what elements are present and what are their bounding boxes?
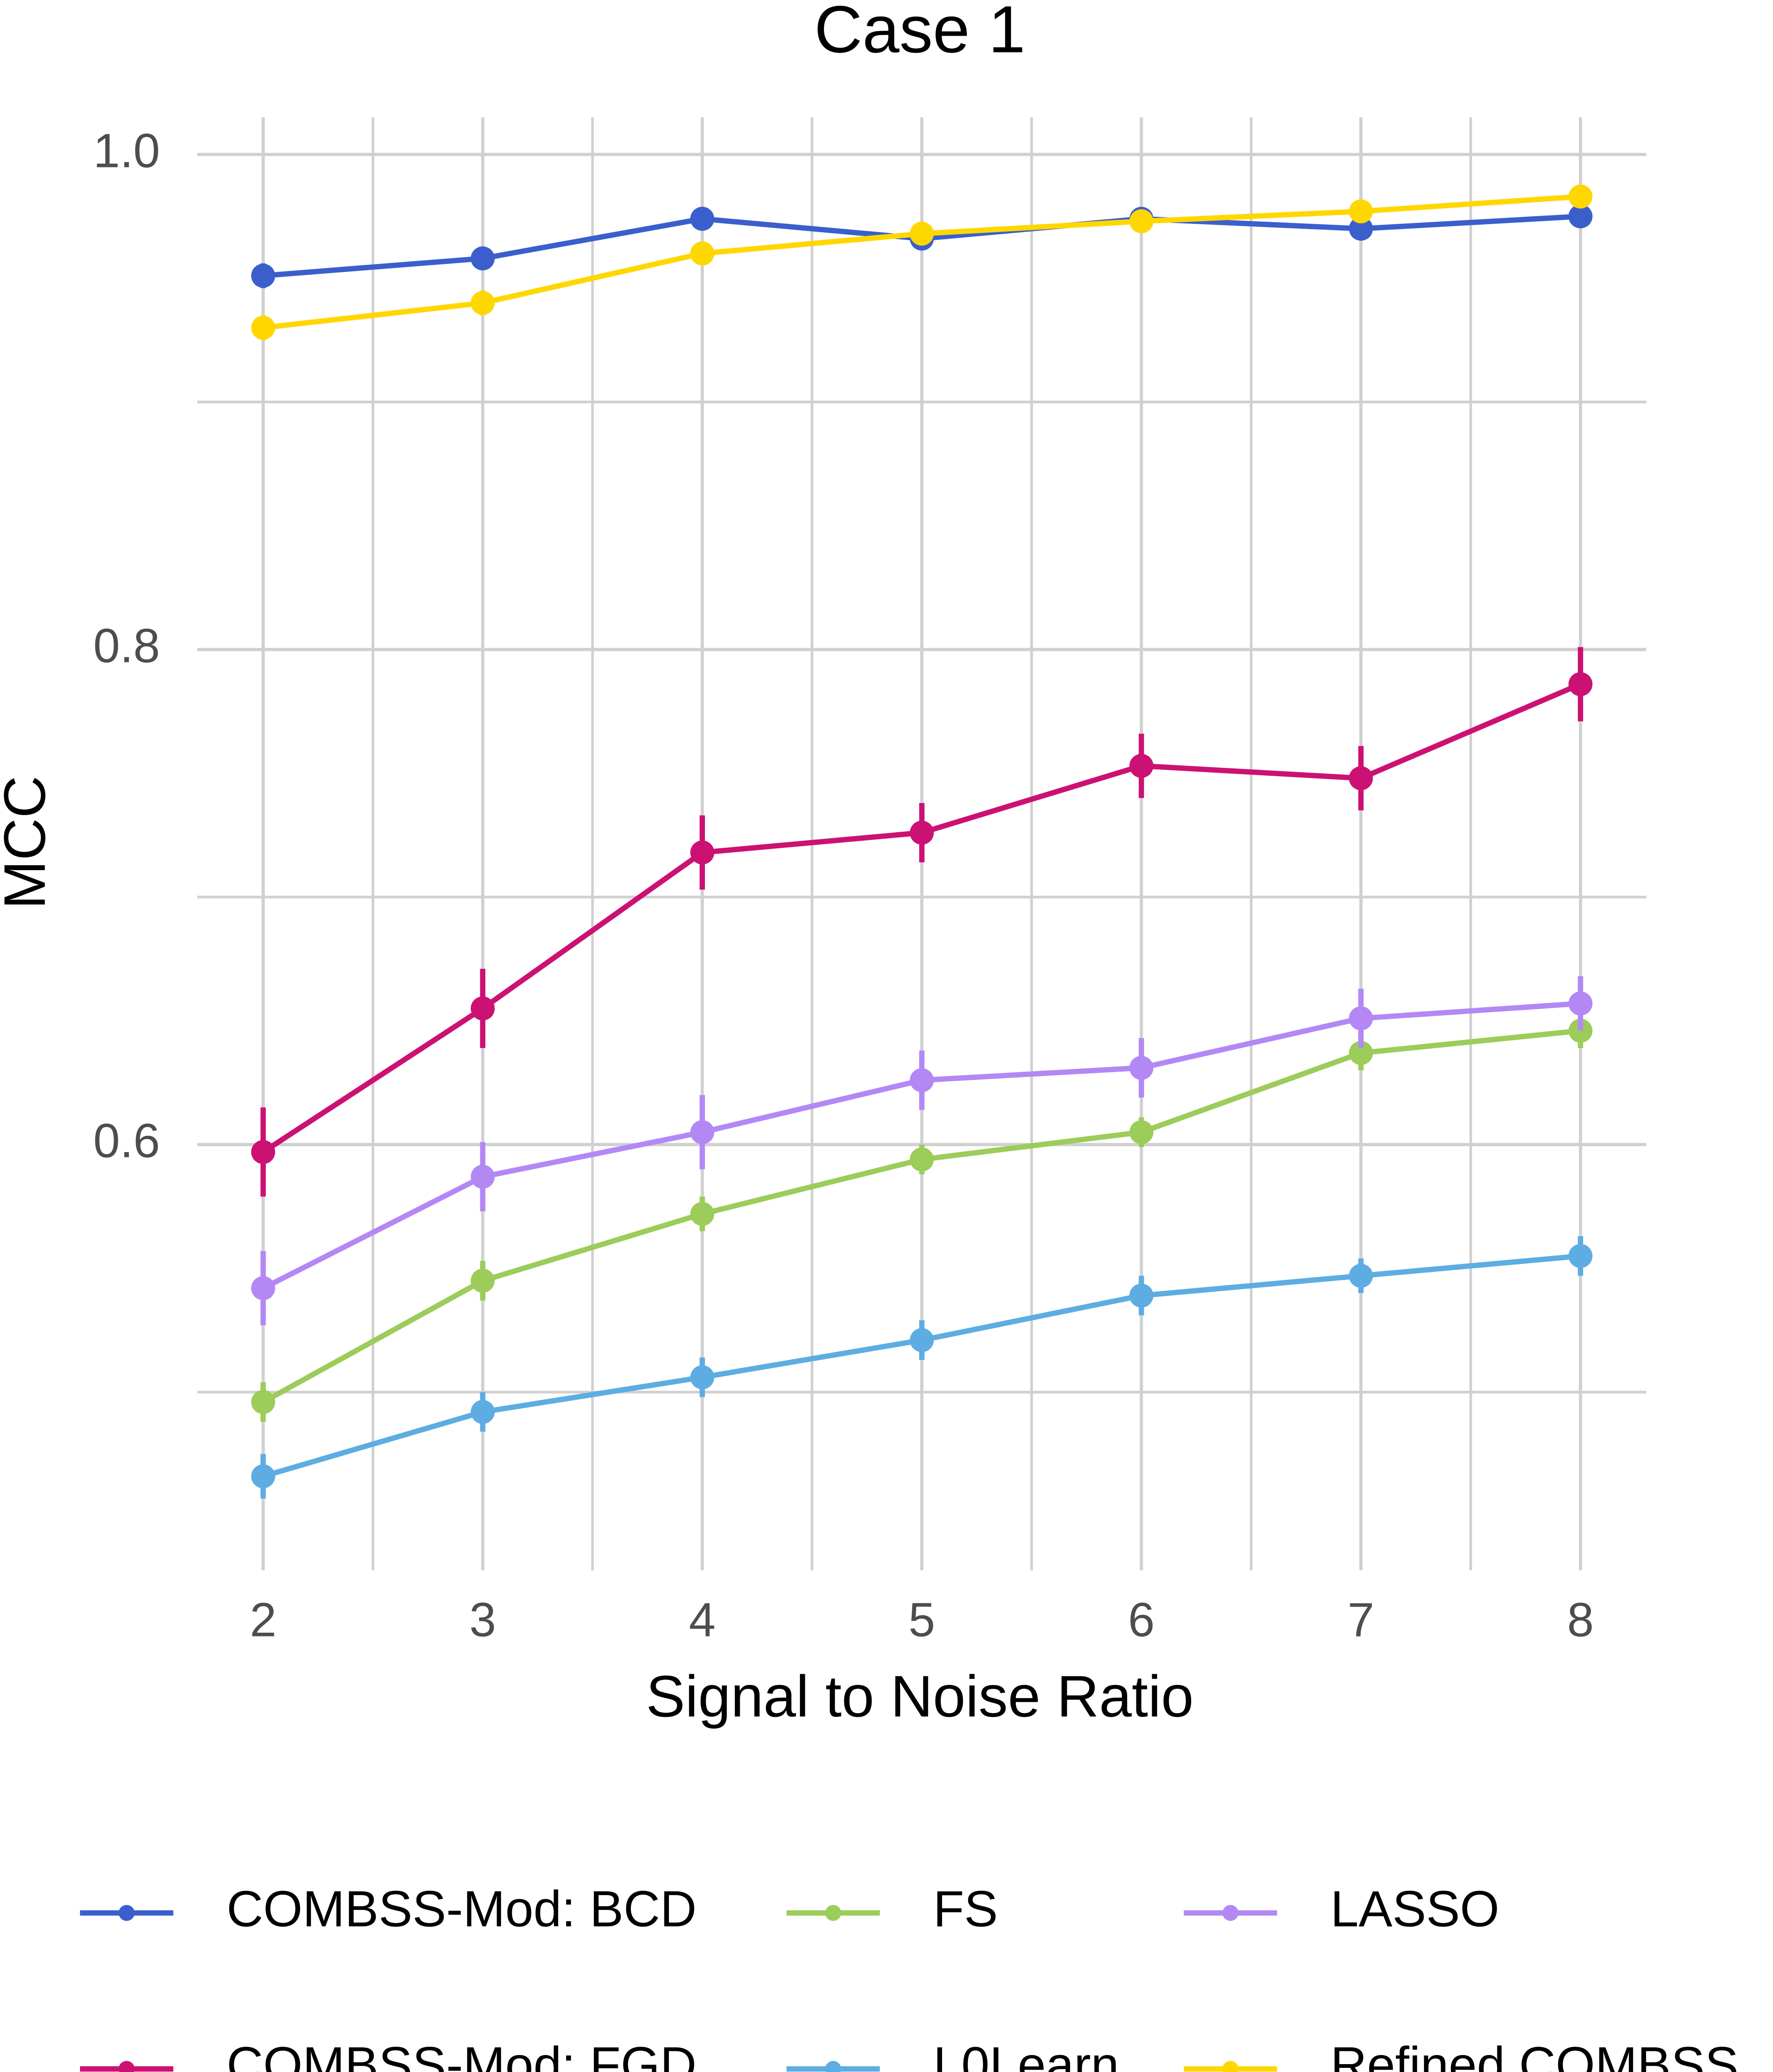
point — [910, 1068, 934, 1092]
point — [251, 264, 275, 288]
legend-label: L0Learn — [933, 2036, 1119, 2072]
x-tick-label: 8 — [1567, 1593, 1594, 1647]
point — [470, 1268, 495, 1293]
x-tick-label: 4 — [689, 1593, 715, 1647]
y-axis-title: MCC — [0, 776, 57, 909]
y-tick-label: 0.8 — [93, 619, 160, 673]
point — [1349, 1264, 1373, 1288]
point — [910, 821, 934, 845]
point — [1129, 1283, 1153, 1308]
point — [910, 221, 934, 246]
point — [1349, 766, 1373, 790]
point — [251, 1464, 275, 1489]
x-tick-label: 2 — [250, 1593, 276, 1647]
point — [690, 1202, 715, 1226]
point — [690, 207, 715, 231]
point — [1568, 1244, 1593, 1268]
x-tick-label: 6 — [1128, 1593, 1155, 1647]
point — [1568, 204, 1593, 228]
x-tick-label: 7 — [1348, 1593, 1374, 1647]
point — [1349, 1041, 1373, 1065]
point — [1129, 754, 1153, 778]
point — [1568, 991, 1593, 1016]
point — [251, 1390, 275, 1414]
point — [1129, 209, 1153, 233]
chart-title: Case 1 — [814, 0, 1026, 67]
point — [1349, 216, 1373, 241]
point — [251, 315, 275, 340]
legend-label: COMBSS-Mod: BCD — [227, 1880, 697, 1937]
point — [1349, 1006, 1373, 1031]
point — [470, 246, 495, 271]
y-tick-label: 1.0 — [93, 123, 160, 177]
legend-label: COMBSS-Mod: FGD — [227, 2036, 697, 2072]
legend-swatch-point — [1222, 1905, 1239, 1921]
y-tick-label: 0.6 — [93, 1114, 160, 1168]
point — [470, 1164, 495, 1189]
legend-label: Refined COMBSS — [1330, 2036, 1739, 2072]
point — [910, 1328, 934, 1352]
legend-label: FS — [933, 1880, 998, 1937]
point — [1568, 184, 1593, 209]
point — [1129, 1120, 1153, 1145]
point — [690, 1120, 715, 1145]
point — [470, 1400, 495, 1424]
point — [1568, 672, 1593, 696]
x-tick-label: 3 — [470, 1593, 496, 1647]
x-tick-label: 5 — [908, 1593, 935, 1647]
point — [690, 241, 715, 266]
legend-label: LASSO — [1330, 1880, 1499, 1937]
legend-swatch-point — [119, 1905, 135, 1921]
point — [1349, 199, 1373, 224]
legend-swatch-point — [119, 2061, 135, 2072]
point — [910, 1147, 934, 1172]
point — [251, 1276, 275, 1300]
point — [690, 1365, 715, 1389]
point — [251, 1140, 275, 1164]
point — [1129, 1055, 1153, 1080]
legend-swatch-point — [1222, 2061, 1239, 2072]
x-axis-title: Signal to Noise Ratio — [646, 1663, 1194, 1729]
legend-swatch-point — [825, 2061, 841, 2072]
legend-swatch-point — [825, 1905, 841, 1921]
point — [470, 291, 495, 315]
point — [690, 840, 715, 865]
point — [470, 996, 495, 1021]
